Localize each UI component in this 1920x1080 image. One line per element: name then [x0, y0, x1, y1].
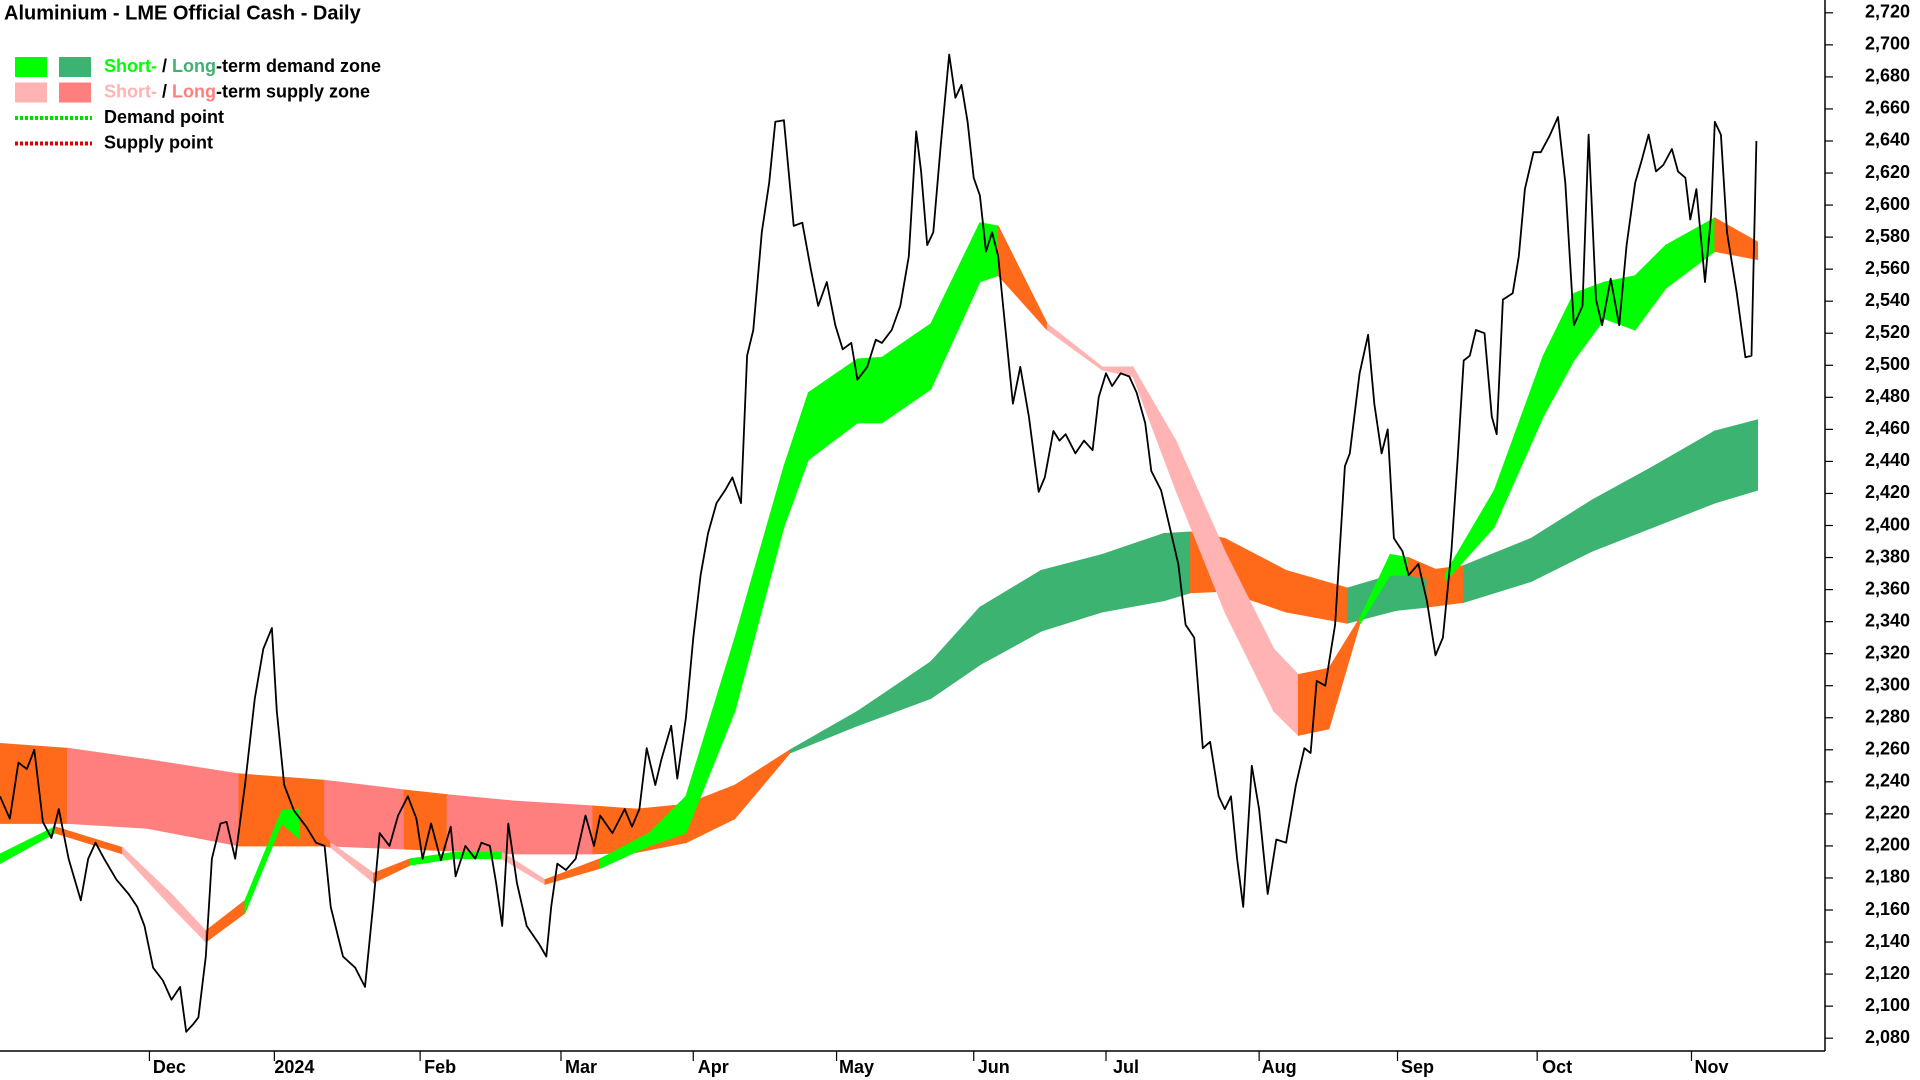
- legend-swatch: [15, 57, 47, 77]
- y-tick-label: 2,180: [1865, 867, 1910, 887]
- zone-segment: [1163, 531, 1191, 602]
- zone-segment: [66, 747, 148, 829]
- y-tick-label: 2,700: [1865, 34, 1910, 54]
- legend-text-part: Short-: [104, 81, 157, 101]
- y-tick-label: 2,200: [1865, 835, 1910, 855]
- y-tick-label: 2,120: [1865, 963, 1910, 983]
- price-line: [0, 53, 1758, 1033]
- y-tick-label: 2,160: [1865, 899, 1910, 919]
- zone-segment: [1714, 217, 1759, 261]
- chart-title: Aluminium - LME Official Cash - Daily: [4, 2, 362, 24]
- x-tick-label: Feb: [424, 1057, 456, 1077]
- y-tick-label: 2,220: [1865, 803, 1910, 823]
- legend-text-part: Short-: [104, 56, 157, 76]
- legend-swatch: [59, 82, 91, 103]
- price-layer: [0, 53, 1758, 1033]
- legend-label: Demand point: [104, 107, 224, 127]
- y-tick-label: 2,320: [1865, 642, 1910, 662]
- y-tick-label: 2,260: [1865, 739, 1910, 759]
- x-tick-label: Apr: [698, 1057, 729, 1077]
- y-tick-label: 2,580: [1865, 226, 1910, 246]
- legend-text-part: -term supply zone: [216, 81, 370, 101]
- zone-segment: [1714, 419, 1759, 504]
- y-tick-label: 2,280: [1865, 707, 1910, 727]
- zone-segment: [403, 789, 448, 852]
- y-tick-label: 2,400: [1865, 514, 1910, 534]
- y-tick-label: 2,300: [1865, 674, 1910, 694]
- zone-segment: [979, 222, 999, 283]
- y-tick-label: 2,500: [1865, 354, 1910, 374]
- y-tick-label: 2,100: [1865, 995, 1910, 1015]
- zone-segment: [514, 800, 594, 855]
- y-tick-label: 2,240: [1865, 771, 1910, 791]
- legend-text-part: /: [157, 56, 172, 76]
- y-tick-label: 2,460: [1865, 418, 1910, 438]
- y-tick-label: 2,480: [1865, 386, 1910, 406]
- x-tick-label: Jul: [1113, 1057, 1139, 1077]
- x-tick-label: Nov: [1694, 1057, 1728, 1077]
- legend-text-part: -term demand zone: [216, 56, 381, 76]
- legend-text-part: Long: [172, 81, 216, 101]
- y-tick-label: 2,600: [1865, 194, 1910, 214]
- y-tick-label: 2,660: [1865, 98, 1910, 118]
- x-tick-label: Aug: [1262, 1057, 1297, 1077]
- y-tick-label: 2,640: [1865, 130, 1910, 150]
- legend-label: Short- / Long-term supply zone: [104, 81, 370, 101]
- y-tick-label: 2,340: [1865, 610, 1910, 630]
- x-tick-label: May: [839, 1057, 874, 1077]
- x-tick-label: Dec: [153, 1057, 186, 1077]
- legend-text-part: /: [157, 81, 172, 101]
- y-tick-label: 2,720: [1865, 2, 1910, 22]
- y-tick-label: 2,620: [1865, 162, 1910, 182]
- y-tick-label: 2,360: [1865, 578, 1910, 598]
- x-tick-label: Jun: [978, 1057, 1010, 1077]
- legend-swatch: [15, 82, 47, 103]
- legend-swatch: [59, 57, 91, 77]
- x-tick-label: Sep: [1401, 1057, 1434, 1077]
- y-tick-label: 2,380: [1865, 546, 1910, 566]
- x-tick-label: Mar: [565, 1057, 597, 1077]
- legend-text-part: Long: [172, 56, 216, 76]
- y-tick-label: 2,520: [1865, 322, 1910, 342]
- y-tick-label: 2,560: [1865, 258, 1910, 278]
- legend-label: Short- / Long-term demand zone: [104, 56, 381, 76]
- y-tick-label: 2,540: [1865, 290, 1910, 310]
- y-tick-label: 2,080: [1865, 1027, 1910, 1047]
- zone-segment: [856, 356, 883, 424]
- zones: [0, 217, 1759, 944]
- y-tick-label: 2,680: [1865, 66, 1910, 86]
- y-tick-label: 2,420: [1865, 482, 1910, 502]
- x-tick-label: Oct: [1542, 1057, 1572, 1077]
- y-tick-label: 2,140: [1865, 931, 1910, 951]
- x-tick-label: 2024: [274, 1057, 314, 1077]
- y-tick-label: 2,440: [1865, 450, 1910, 470]
- legend-label: Supply point: [104, 132, 213, 152]
